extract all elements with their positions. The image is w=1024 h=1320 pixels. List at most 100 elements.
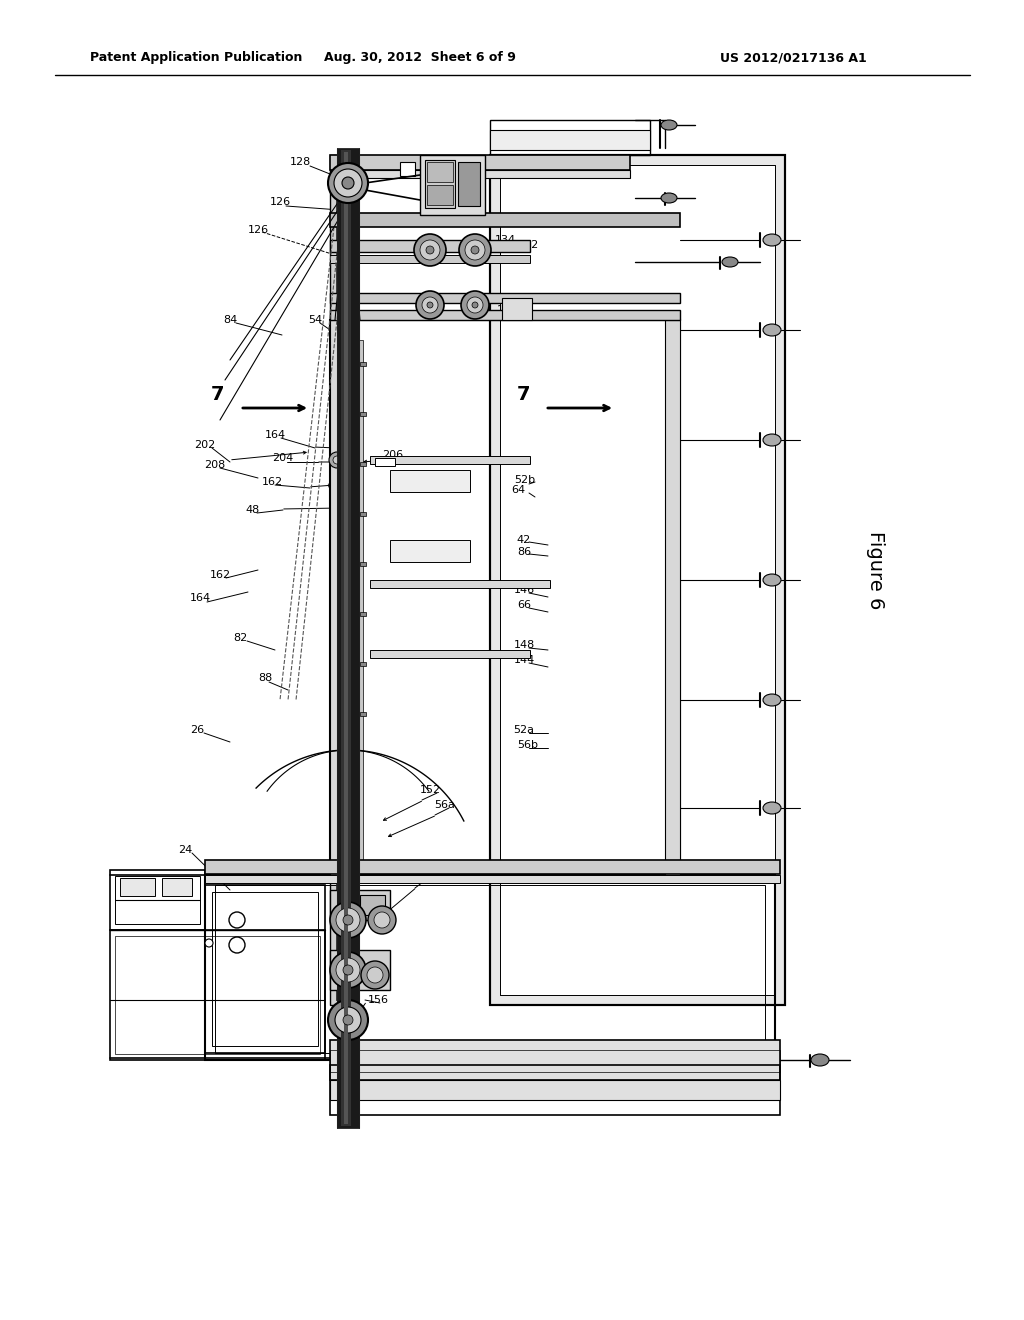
Bar xyxy=(370,579,550,587)
Bar xyxy=(360,612,366,616)
Bar xyxy=(337,148,359,1129)
Ellipse shape xyxy=(422,297,438,313)
Bar xyxy=(490,129,650,150)
Ellipse shape xyxy=(330,952,366,987)
Bar xyxy=(341,150,351,1126)
Bar xyxy=(330,319,345,880)
Ellipse shape xyxy=(334,169,362,197)
Ellipse shape xyxy=(367,968,383,983)
Bar xyxy=(360,711,366,715)
Text: 202: 202 xyxy=(195,440,216,450)
Bar xyxy=(330,1040,780,1080)
Text: 208: 208 xyxy=(205,459,225,470)
Text: 86: 86 xyxy=(517,546,531,557)
Text: 24: 24 xyxy=(178,845,193,855)
Text: 42: 42 xyxy=(517,535,531,545)
Ellipse shape xyxy=(426,246,434,253)
Ellipse shape xyxy=(329,451,345,469)
Ellipse shape xyxy=(420,240,440,260)
Ellipse shape xyxy=(205,939,213,946)
Ellipse shape xyxy=(722,257,738,267)
Text: 204: 204 xyxy=(272,453,294,463)
Ellipse shape xyxy=(335,1007,361,1034)
Bar xyxy=(110,870,205,931)
Bar xyxy=(205,861,780,874)
Bar xyxy=(330,154,355,1005)
Ellipse shape xyxy=(763,694,781,706)
Ellipse shape xyxy=(763,434,781,446)
Bar xyxy=(330,310,680,319)
Text: 26: 26 xyxy=(189,725,204,735)
Bar xyxy=(336,160,349,1001)
Ellipse shape xyxy=(763,803,781,814)
Bar xyxy=(115,876,200,924)
Ellipse shape xyxy=(811,1053,829,1067)
Text: Figure 6: Figure 6 xyxy=(865,531,885,610)
Text: 64: 64 xyxy=(511,484,525,495)
Ellipse shape xyxy=(343,1015,353,1026)
Ellipse shape xyxy=(416,290,444,319)
Text: 88: 88 xyxy=(258,673,272,682)
Bar xyxy=(330,319,680,880)
Bar xyxy=(500,165,775,995)
Bar xyxy=(330,255,530,263)
Ellipse shape xyxy=(343,965,353,975)
Bar xyxy=(330,1049,780,1072)
Text: 134: 134 xyxy=(495,235,515,246)
Text: 164: 164 xyxy=(189,593,211,603)
Bar xyxy=(490,154,785,1005)
Text: 138: 138 xyxy=(497,305,517,315)
Bar xyxy=(162,878,193,896)
Text: 144: 144 xyxy=(513,655,535,665)
Text: 54: 54 xyxy=(308,315,323,325)
Ellipse shape xyxy=(461,290,489,319)
Ellipse shape xyxy=(361,961,389,989)
Bar xyxy=(427,162,453,182)
Text: 82: 82 xyxy=(232,634,247,643)
Ellipse shape xyxy=(472,302,478,308)
Bar xyxy=(330,890,390,920)
Bar xyxy=(330,950,390,990)
Bar xyxy=(375,458,395,466)
Ellipse shape xyxy=(336,958,360,982)
Ellipse shape xyxy=(662,193,677,203)
Bar xyxy=(360,562,366,566)
Ellipse shape xyxy=(414,234,446,267)
Bar xyxy=(110,931,325,1060)
Bar xyxy=(427,185,453,205)
Bar xyxy=(370,455,530,465)
Bar xyxy=(665,319,680,880)
Bar xyxy=(330,240,530,252)
Bar xyxy=(458,162,480,206)
Ellipse shape xyxy=(763,323,781,337)
Bar xyxy=(330,170,630,178)
Bar xyxy=(330,154,630,170)
Ellipse shape xyxy=(328,162,368,203)
Text: 48: 48 xyxy=(246,506,260,515)
Text: 66: 66 xyxy=(517,601,531,610)
Text: 56a: 56a xyxy=(434,800,456,810)
Text: Aug. 30, 2012  Sheet 6 of 9: Aug. 30, 2012 Sheet 6 of 9 xyxy=(324,51,516,65)
Bar xyxy=(360,362,366,366)
Text: 164: 164 xyxy=(264,430,286,440)
Text: Patent Application Publication: Patent Application Publication xyxy=(90,51,302,65)
Bar xyxy=(330,293,680,304)
Text: 7: 7 xyxy=(211,385,224,404)
Bar xyxy=(360,512,366,516)
Text: 146: 146 xyxy=(513,585,535,595)
Text: 52b: 52b xyxy=(514,475,536,484)
Ellipse shape xyxy=(343,915,353,925)
Ellipse shape xyxy=(465,240,485,260)
Text: 126: 126 xyxy=(269,197,291,207)
Bar xyxy=(390,540,470,562)
Text: 126: 126 xyxy=(248,224,268,235)
Text: 7: 7 xyxy=(516,385,529,404)
Text: 52a: 52a xyxy=(513,725,535,735)
Ellipse shape xyxy=(471,246,479,253)
Ellipse shape xyxy=(229,912,245,928)
Bar xyxy=(344,152,348,1125)
Bar xyxy=(205,875,775,1060)
Bar xyxy=(120,878,155,896)
Text: US 2012/0217136 A1: US 2012/0217136 A1 xyxy=(720,51,866,65)
Ellipse shape xyxy=(336,908,360,932)
